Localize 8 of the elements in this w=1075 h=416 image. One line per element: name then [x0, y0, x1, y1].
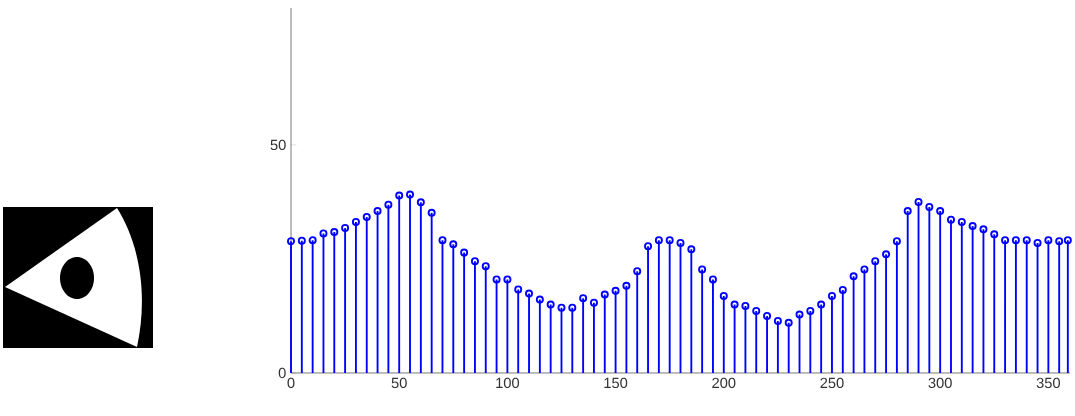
x-tick-label: 0: [287, 377, 295, 389]
x-tick-label: 250: [820, 377, 844, 389]
x-tick-label: 50: [391, 377, 407, 389]
x-tick-label: 150: [604, 377, 628, 389]
x-tick-label: 100: [496, 377, 520, 389]
x-tick-label: 300: [928, 377, 952, 389]
x-tick-label: 200: [712, 377, 736, 389]
x-tick-label: 350: [1036, 377, 1060, 389]
